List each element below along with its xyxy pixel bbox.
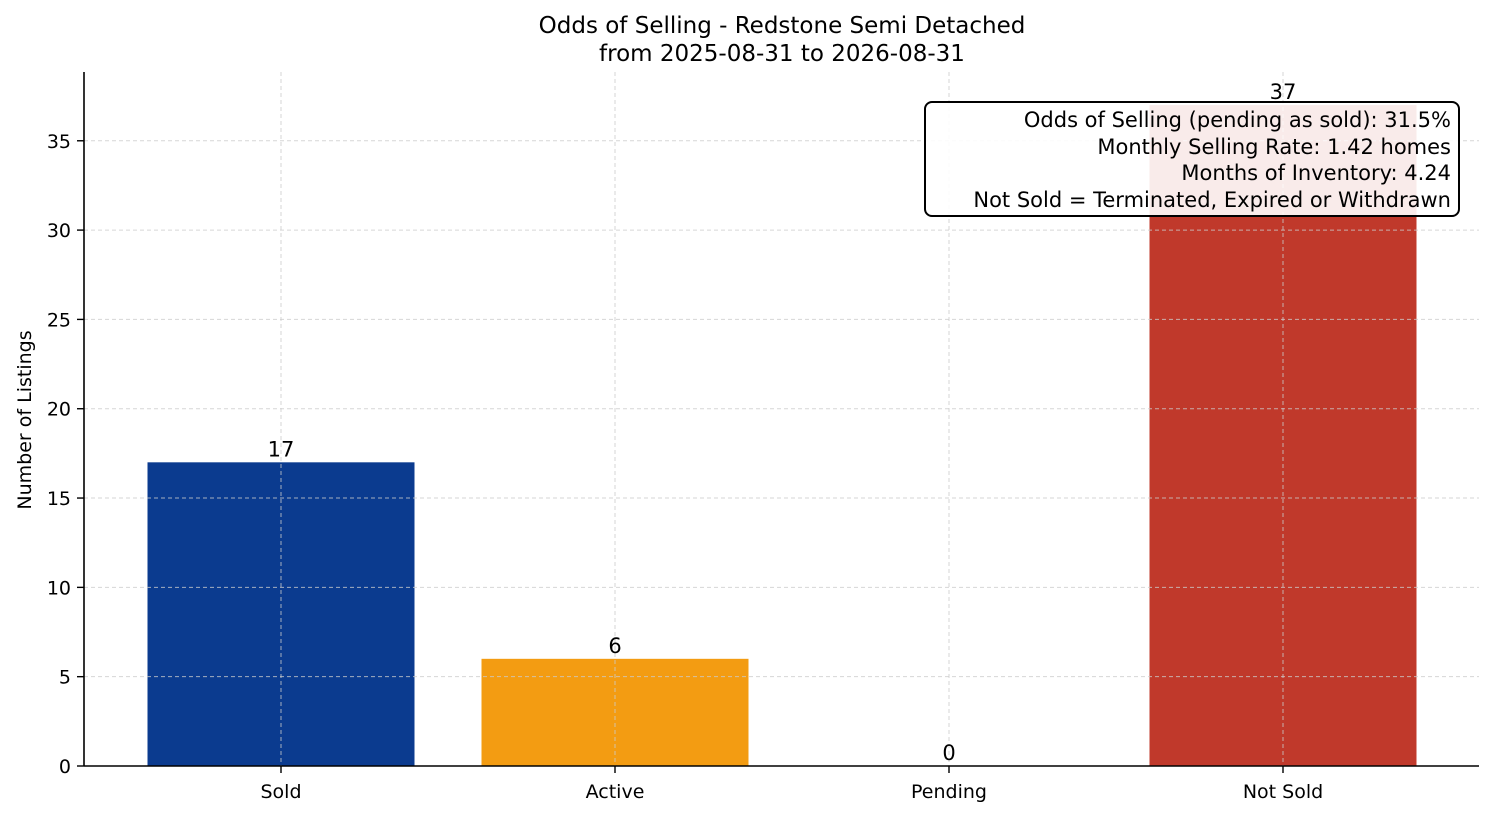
bar-value-label: 37 — [1270, 80, 1297, 104]
y-tick-label: 20 — [47, 399, 71, 421]
y-axis-label: Number of Listings — [14, 330, 36, 509]
odds-of-selling-text: Odds of Selling (pending as sold): 31.5% — [1024, 108, 1451, 132]
y-tick-label: 0 — [59, 756, 71, 778]
y-tick-label: 10 — [47, 577, 71, 599]
y-ticks: 0 5 10 15 20 25 30 35 — [47, 131, 84, 778]
bar-value-label: 6 — [608, 634, 621, 658]
bar-value-label: 0 — [942, 741, 955, 765]
y-tick-label: 35 — [47, 131, 71, 153]
y-tick-label: 25 — [47, 309, 71, 331]
x-tick-label: Sold — [260, 781, 301, 803]
value-labels: 17 6 0 37 — [268, 80, 1297, 765]
bar-value-label: 17 — [268, 437, 295, 461]
y-tick-label: 5 — [59, 667, 71, 689]
not-sold-definition-text: Not Sold = Terminated, Expired or Withdr… — [973, 188, 1451, 212]
chart-title: Odds of Selling - Redstone Semi Detached — [539, 13, 1026, 39]
y-tick-label: 30 — [47, 220, 71, 242]
months-of-inventory-text: Months of Inventory: 4.24 — [1181, 161, 1451, 185]
x-tick-label: Not Sold — [1243, 781, 1323, 803]
y-tick-label: 15 — [47, 488, 71, 510]
stats-annotation-box — [924, 101, 1460, 217]
x-tick-label: Pending — [911, 781, 987, 803]
stats-annotation: Odds of Selling (pending as sold): 31.5%… — [924, 101, 1460, 217]
x-tick-label: Active — [586, 781, 645, 803]
chart-subtitle: from 2025-08-31 to 2026-08-31 — [599, 41, 965, 67]
monthly-selling-rate-text: Monthly Selling Rate: 1.42 homes — [1097, 135, 1451, 159]
x-ticks: Sold Active Pending Not Sold — [260, 766, 1323, 803]
